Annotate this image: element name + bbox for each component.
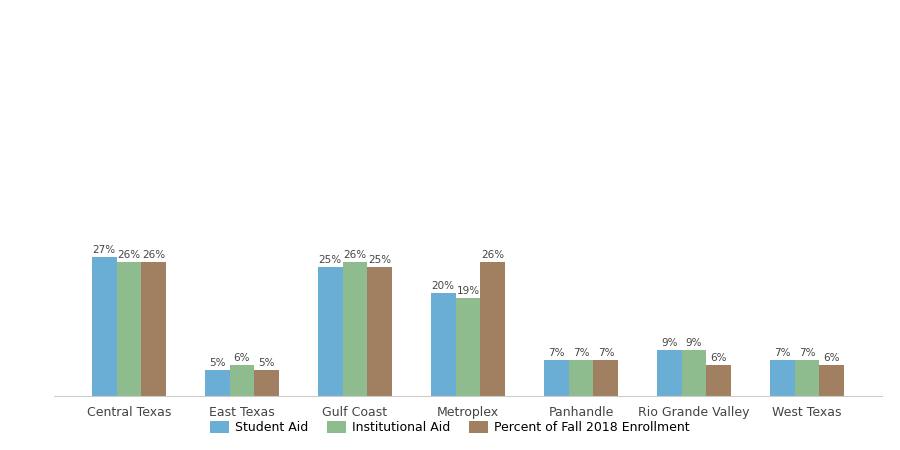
Bar [569, 360, 593, 396]
Text: 20%: 20% [432, 281, 454, 291]
Bar [593, 360, 618, 396]
Text: 19%: 19% [456, 286, 480, 296]
Text: 5%: 5% [209, 358, 225, 368]
Legend: Student Aid, Institutional Aid, Percent of Fall 2018 Enrollment: Student Aid, Institutional Aid, Percent … [205, 416, 695, 439]
Text: 5%: 5% [258, 358, 275, 368]
Text: 26%: 26% [142, 250, 166, 260]
Text: 26%: 26% [344, 250, 366, 260]
Bar [544, 360, 569, 396]
Bar [795, 360, 820, 396]
Bar [141, 262, 166, 396]
Text: 6%: 6% [234, 353, 250, 363]
Text: 26%: 26% [117, 250, 140, 260]
Bar [455, 298, 481, 396]
Bar [318, 267, 343, 396]
Text: 9%: 9% [686, 338, 702, 348]
Text: 26%: 26% [482, 250, 504, 260]
Bar [681, 350, 706, 396]
Text: 25%: 25% [319, 255, 342, 266]
Text: 7%: 7% [598, 348, 614, 358]
Bar [481, 262, 505, 396]
Bar [820, 365, 844, 396]
Text: 7%: 7% [799, 348, 815, 358]
Bar [431, 293, 455, 396]
Text: 7%: 7% [572, 348, 590, 358]
Bar [657, 350, 681, 396]
Bar [706, 365, 732, 396]
Bar [92, 257, 116, 396]
Text: 27%: 27% [93, 245, 115, 255]
Bar [770, 360, 795, 396]
Bar [367, 267, 392, 396]
Text: 7%: 7% [774, 348, 790, 358]
Bar [116, 262, 141, 396]
Text: 9%: 9% [661, 338, 678, 348]
Bar [343, 262, 367, 396]
Text: 7%: 7% [548, 348, 564, 358]
Bar [255, 370, 279, 396]
Bar [204, 370, 230, 396]
Text: 25%: 25% [368, 255, 392, 266]
Text: 6%: 6% [711, 353, 727, 363]
Bar [230, 365, 255, 396]
Text: 6%: 6% [824, 353, 841, 363]
